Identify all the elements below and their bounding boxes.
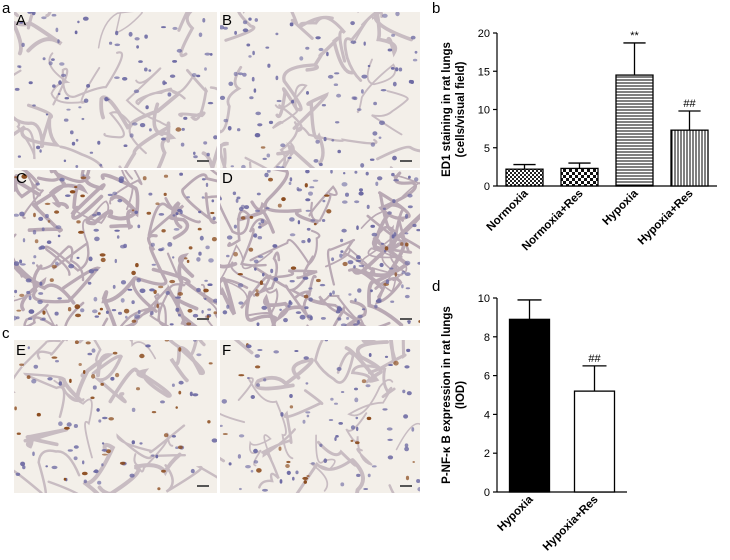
bar: [508, 318, 551, 493]
significance-label: ##: [683, 98, 696, 110]
y-axis-label: P-NF-κ B expression in rat lungs: [441, 306, 453, 484]
x-tick-label: Hypoxia: [600, 187, 641, 228]
tissue-background: [14, 340, 217, 493]
micrograph-F: F: [220, 340, 420, 493]
micrograph-label-B: B: [222, 12, 233, 29]
tissue-background: [220, 12, 420, 168]
cell-nuclei: [220, 12, 418, 168]
micrograph-E-image: [14, 340, 217, 493]
x-tick-label: Normoxia+Res: [520, 188, 586, 254]
significance-label: **: [630, 30, 639, 42]
micrograph-B: B: [220, 12, 420, 168]
y-axis-label: (IOD): [455, 381, 467, 409]
micrograph-C-image: [14, 170, 217, 326]
significance-label: ##: [588, 353, 601, 365]
y-axis-label: ED1 staining in rat lungs: [441, 42, 453, 177]
bar: [505, 168, 544, 187]
micrograph-C: C: [14, 170, 217, 326]
tissue-strands: [14, 12, 217, 168]
panel-letter-a: a: [2, 0, 11, 17]
x-tick-label: Hypoxia+Res: [541, 494, 601, 554]
x-tick-label: Hypoxia+Res: [636, 188, 696, 248]
micrograph-label-A: A: [16, 12, 27, 29]
y-tick-label: 15: [478, 66, 490, 78]
y-tick-label: 10: [478, 105, 490, 117]
micrograph-E: E: [14, 340, 217, 493]
x-tick-label: Hypoxia: [495, 493, 536, 534]
y-tick-label: 2: [484, 448, 490, 460]
scale-bar: [197, 318, 209, 320]
panel-letter-b: b: [432, 0, 441, 17]
bar: [560, 167, 599, 187]
scale-bar: [197, 485, 209, 487]
bar: [670, 129, 709, 187]
y-tick-label: 0: [484, 181, 490, 193]
y-axis-label: (cells/visual field): [455, 61, 467, 157]
micrograph-label-D: D: [222, 170, 233, 187]
cell-nuclei: [14, 12, 217, 168]
cell-nuclei: [220, 340, 420, 492]
micrograph-D-image: [220, 170, 420, 326]
x-tick-label: Normoxia: [485, 187, 531, 233]
y-tick-label: 8: [484, 332, 490, 344]
scale-bar: [400, 160, 412, 162]
scale-bar: [197, 160, 209, 162]
tissue-strands: [14, 340, 217, 493]
y-tick-label: 5: [484, 143, 490, 155]
y-tick-label: 20: [478, 28, 490, 40]
y-tick-label: 0: [484, 487, 490, 499]
micrograph-A-image: [14, 12, 217, 168]
cell-nuclei: [220, 170, 420, 326]
y-tick-label: 6: [484, 371, 490, 383]
panel-letter-d: d: [432, 278, 441, 295]
micrograph-A: A: [14, 12, 217, 168]
chart-b: 0 5 10 15 20 ED1 staining in rat lungs (cells/…: [441, 28, 717, 254]
micrograph-label-F: F: [222, 342, 232, 359]
y-tick-label: 10: [478, 293, 490, 305]
scale-bar: [400, 485, 412, 487]
micrograph-D: D: [220, 170, 420, 326]
bar: [615, 74, 654, 187]
bar: [573, 390, 616, 493]
panel-letter-c: c: [2, 325, 10, 342]
y-tick-label: 4: [484, 409, 490, 421]
scale-bar: [400, 318, 412, 320]
micrograph-label-C: C: [16, 170, 27, 187]
micrograph-B-image: [220, 12, 420, 168]
micrograph-label-E: E: [16, 342, 27, 359]
cell-nuclei: [14, 340, 217, 491]
tissue-strands: [220, 12, 420, 168]
chart-d: 0 2 4 6 8 10 P-NF-κ B expression in rat lungs(…: [441, 293, 627, 554]
cell-nuclei: [14, 172, 217, 326]
tissue-strands: [220, 170, 420, 326]
micrograph-F-image: [220, 340, 420, 493]
